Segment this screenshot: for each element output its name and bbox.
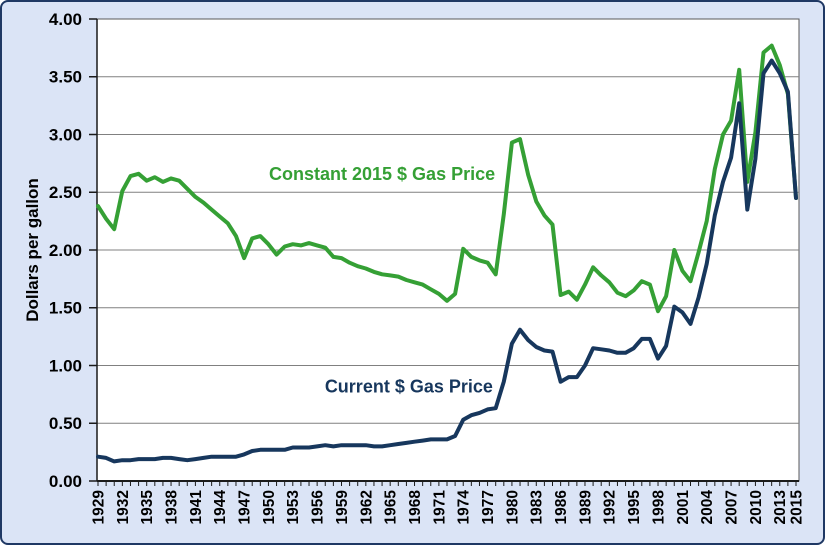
y-tick-label: 1.50 <box>49 299 82 318</box>
x-tick-label: 1932 <box>115 490 132 524</box>
y-tick-label: 1.00 <box>49 356 82 375</box>
x-tick-label: 1950 <box>261 490 278 524</box>
x-axis-tick-labels: 1929 1932 1935 1938 1941 1944 1947 1950 1953 1956… <box>90 490 805 525</box>
y-tick-label: 3.50 <box>49 68 82 87</box>
y-tick-label: 0.00 <box>49 472 82 491</box>
y-axis-title: Dollars per gallon <box>23 178 42 322</box>
x-tick-label: 1998 <box>650 490 667 525</box>
x-tick-label: 1944 <box>212 490 229 525</box>
y-axis-tick-labels: 0.00 0.50 1.00 1.50 2.00 2.50 3.00 3.50 4.00 <box>49 10 82 491</box>
x-tick-label: 2004 <box>699 490 716 525</box>
series-lines <box>96 43 798 464</box>
x-tick-label: 1983 <box>529 490 546 525</box>
x-tick-label: 2015 <box>788 490 805 525</box>
y-tick-label: 4.00 <box>49 10 82 29</box>
series-label-constant-2015: Constant 2015 $ Gas Price <box>269 164 495 184</box>
x-tick-label: 1953 <box>285 490 302 525</box>
x-tick-label: 1977 <box>480 490 497 524</box>
x-tick-label: 1947 <box>237 490 254 524</box>
x-tick-label: 1929 <box>90 490 107 525</box>
x-tick-label: 1995 <box>626 490 643 525</box>
y-tick-label: 2.50 <box>49 183 82 202</box>
y-tick-label: 3.00 <box>49 125 82 144</box>
x-tick-label: 1992 <box>602 490 619 524</box>
x-tick-label: 1986 <box>553 490 570 525</box>
y-tick-label: 2.00 <box>49 241 82 260</box>
series-label-current: Current $ Gas Price <box>325 377 493 397</box>
series-line-1 <box>96 58 798 464</box>
x-tick-label: 1989 <box>577 490 594 525</box>
x-axis-ticks <box>97 481 797 486</box>
x-tick-label: 1965 <box>383 490 400 525</box>
y-axis-ticks <box>89 18 97 482</box>
x-tick-label: 1959 <box>334 490 351 525</box>
x-tick-label: 2010 <box>748 490 765 524</box>
x-tick-label: 1941 <box>188 490 205 525</box>
x-tick-label: 1935 <box>139 490 156 525</box>
x-tick-label: 1971 <box>431 490 448 525</box>
y-tick-label: 0.50 <box>49 414 82 433</box>
x-tick-label: 1956 <box>310 490 327 525</box>
x-tick-label: 1980 <box>504 490 521 524</box>
x-tick-label: 1962 <box>358 490 375 524</box>
x-tick-label: 1968 <box>407 490 424 525</box>
x-tick-label: 1938 <box>163 490 180 525</box>
x-tick-label: 1974 <box>456 490 473 525</box>
series-line-0 <box>96 43 798 314</box>
x-tick-label: 2007 <box>723 490 740 524</box>
x-tick-label: 2001 <box>675 490 692 525</box>
gridlines <box>97 76 799 424</box>
x-tick-label: 2013 <box>772 490 789 525</box>
